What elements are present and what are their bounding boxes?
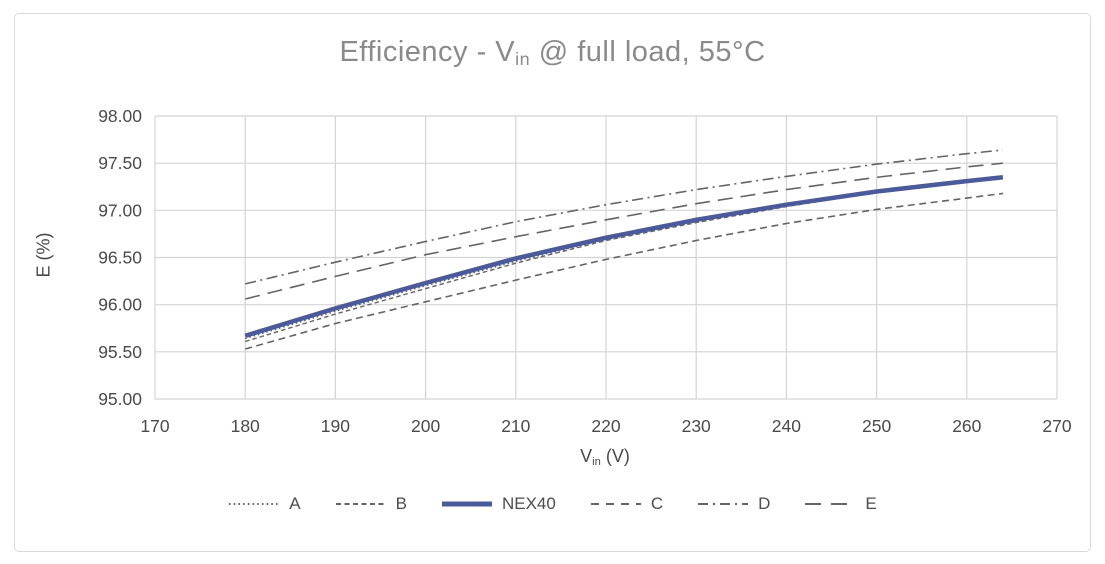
x-axis-title-suffix: (V)	[600, 446, 630, 466]
legend-label-b: B	[395, 494, 407, 513]
legend-line-sample-nex40	[441, 501, 492, 507]
chart-title-subscript: in	[515, 49, 531, 70]
series-line-a	[244, 177, 1003, 340]
chart-legend: A B NEX40 C D E	[0, 494, 1105, 514]
y-tick-label: 95.50	[98, 342, 142, 362]
legend-label-nex40: NEX40	[501, 494, 556, 513]
legend-label-a: A	[289, 494, 301, 513]
x-tick-label: 170	[140, 416, 169, 436]
series-line-c	[244, 192, 1004, 350]
x-tick-label: 190	[321, 416, 350, 436]
x-axis-title-subscript: in	[592, 455, 601, 468]
legend-line-sample-c	[590, 503, 641, 505]
y-axis-title-text: E (%)	[33, 232, 54, 278]
series-line-b	[244, 177, 1003, 343]
y-tick-label: 98.00	[98, 106, 142, 126]
x-tick-label: 260	[952, 416, 981, 436]
x-tick-label: 220	[591, 416, 620, 436]
legend-label-e: E	[865, 494, 877, 513]
y-tick-label: 96.50	[98, 248, 142, 268]
x-tick-label: 230	[682, 416, 711, 436]
legend-label-d: D	[758, 494, 771, 513]
x-tick-label: 250	[862, 416, 891, 436]
series-line-nex40	[244, 175, 1004, 338]
card-border	[14, 13, 1091, 552]
x-tick-label: 200	[411, 416, 440, 436]
x-axis-title: Vin (V)	[0, 446, 1105, 468]
x-tick-label: 240	[772, 416, 801, 436]
legend-item-e: E	[804, 494, 877, 514]
legend-line-sample-e	[805, 503, 856, 505]
x-tick-label: 180	[231, 416, 260, 436]
chart-title-suffix: @ full load, 55°C	[530, 36, 766, 68]
y-tick-label: 95.00	[98, 389, 142, 409]
legend-item-a: A	[228, 494, 301, 514]
legend-item-nex40: NEX40	[441, 494, 556, 514]
series-line-d	[245, 149, 1003, 285]
legend-line-sample-b	[335, 503, 386, 505]
chart-title-text: Efficiency - V	[339, 36, 516, 68]
x-tick-label: 210	[501, 416, 530, 436]
chart-title: Efficiency - Vin @ full load, 55°C	[0, 36, 1105, 69]
y-tick-label: 97.00	[98, 200, 142, 220]
x-tick-label: 270	[1042, 416, 1071, 436]
series-line-e	[245, 162, 1003, 300]
y-tick-label: 96.00	[98, 295, 142, 315]
legend-item-c: C	[590, 494, 663, 514]
legend-line-sample-a	[229, 503, 280, 505]
legend-item-b: B	[335, 494, 407, 514]
legend-item-d: D	[697, 494, 770, 514]
x-axis-title-text: V	[580, 446, 593, 466]
legend-label-c: C	[650, 494, 664, 513]
legend-line-sample-d	[698, 503, 749, 505]
y-tick-label: 97.50	[98, 153, 142, 173]
